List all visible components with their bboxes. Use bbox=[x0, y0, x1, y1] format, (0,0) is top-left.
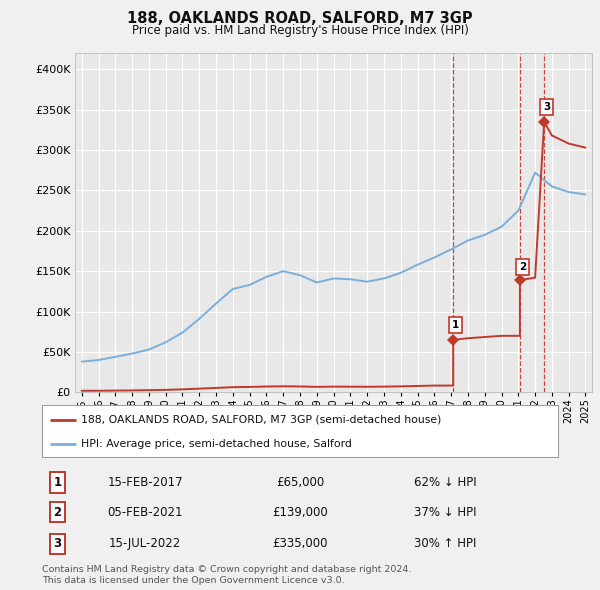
Text: £65,000: £65,000 bbox=[276, 476, 324, 489]
Text: £139,000: £139,000 bbox=[272, 506, 328, 519]
Text: HPI: Average price, semi-detached house, Salford: HPI: Average price, semi-detached house,… bbox=[80, 440, 352, 449]
Text: 15-JUL-2022: 15-JUL-2022 bbox=[109, 537, 181, 550]
Text: Contains HM Land Registry data © Crown copyright and database right 2024.
This d: Contains HM Land Registry data © Crown c… bbox=[42, 565, 412, 585]
Text: 188, OAKLANDS ROAD, SALFORD, M7 3GP: 188, OAKLANDS ROAD, SALFORD, M7 3GP bbox=[127, 11, 473, 25]
Text: Price paid vs. HM Land Registry's House Price Index (HPI): Price paid vs. HM Land Registry's House … bbox=[131, 24, 469, 37]
Text: 30% ↑ HPI: 30% ↑ HPI bbox=[413, 537, 476, 550]
Text: 188, OAKLANDS ROAD, SALFORD, M7 3GP (semi-detached house): 188, OAKLANDS ROAD, SALFORD, M7 3GP (sem… bbox=[80, 415, 441, 425]
Text: 1: 1 bbox=[452, 320, 460, 330]
Text: 2: 2 bbox=[53, 506, 62, 519]
Text: 3: 3 bbox=[543, 102, 550, 112]
Text: 1: 1 bbox=[53, 476, 62, 489]
Text: 2: 2 bbox=[519, 262, 526, 272]
Text: 05-FEB-2021: 05-FEB-2021 bbox=[107, 506, 183, 519]
Text: 62% ↓ HPI: 62% ↓ HPI bbox=[413, 476, 476, 489]
Text: 3: 3 bbox=[53, 537, 62, 550]
Text: £335,000: £335,000 bbox=[272, 537, 328, 550]
Text: 37% ↓ HPI: 37% ↓ HPI bbox=[413, 506, 476, 519]
Text: 15-FEB-2017: 15-FEB-2017 bbox=[107, 476, 183, 489]
